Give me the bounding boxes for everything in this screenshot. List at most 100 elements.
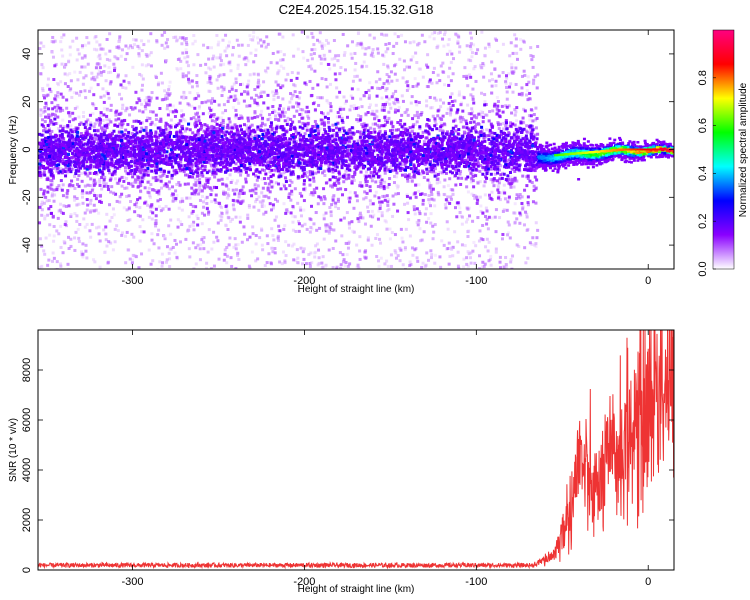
spectrogram-point (387, 116, 391, 120)
spectrogram-point (64, 204, 68, 208)
spectrogram-point (469, 261, 473, 265)
spectrogram-point (78, 122, 82, 126)
spectrogram-point (231, 132, 235, 136)
spectrogram-point (494, 230, 498, 234)
spectrogram-point (477, 131, 481, 135)
spectrogram-point (387, 207, 391, 211)
spectrogram-point (378, 180, 382, 184)
spectrogram-point (351, 79, 355, 83)
spectrogram-point (525, 212, 529, 216)
spectrogram-point (56, 216, 60, 220)
spectrogram-point (348, 128, 352, 132)
spectrogram-point (283, 261, 287, 265)
spectrogram-point (104, 238, 108, 242)
spectrogram-point (354, 106, 358, 110)
spectrogram-point (454, 161, 458, 165)
spectrogram-point (202, 43, 206, 47)
spectrogram-point (253, 184, 257, 188)
spectrogram-point (496, 121, 500, 125)
spectrogram-point (436, 44, 440, 48)
spectrogram-point (243, 151, 247, 155)
spectrogram-point (375, 255, 379, 259)
spectrogram-point (290, 180, 294, 184)
spectrogram-point (141, 166, 145, 170)
spectrogram-point (392, 44, 396, 48)
spectrogram-point (281, 35, 285, 39)
spectrogram-point (425, 170, 429, 174)
spectrogram-point (271, 206, 275, 210)
spectrogram-point (496, 49, 500, 53)
spectrogram-point (188, 91, 192, 95)
spectrogram-point (96, 129, 100, 133)
spectrogram-point (168, 247, 172, 251)
spectrogram-point (324, 263, 328, 267)
spectrogram-point (242, 57, 246, 61)
spectrogram-point (253, 110, 257, 114)
spectrogram-point (40, 264, 44, 268)
spectrogram-point (483, 100, 487, 104)
spectrogram-point (53, 64, 57, 68)
spectrogram-point (222, 73, 226, 77)
spectrogram-point (230, 264, 234, 268)
spectrogram-point (52, 239, 56, 243)
spectrogram-point (429, 204, 433, 208)
spectrogram-point (342, 53, 346, 57)
spectrogram-point (429, 221, 433, 225)
spectrogram-point (108, 49, 112, 53)
spectrogram-point (492, 104, 496, 108)
spectrogram-point (119, 156, 123, 160)
spectrogram-point (393, 72, 397, 76)
spectrogram-point (132, 119, 136, 123)
spectrogram-point (82, 217, 86, 221)
spectrogram-point (102, 184, 106, 188)
spectrogram-point (469, 93, 473, 97)
spectrogram-point (489, 263, 493, 267)
spectrogram-point (397, 138, 401, 142)
spectrogram-point (436, 73, 440, 77)
spectrogram-point (225, 254, 229, 258)
spectrogram-point (336, 187, 340, 191)
spectrogram-point (222, 86, 226, 90)
spectrogram-point (473, 124, 477, 128)
spectrogram-point (187, 71, 191, 75)
spectrogram-point (82, 115, 86, 119)
spectrogram-point (158, 174, 162, 178)
spectrogram-point (71, 118, 75, 122)
spectrogram-point (49, 205, 53, 209)
spectrogram-point (167, 144, 171, 148)
spectrogram-point (505, 90, 509, 94)
spectrogram-point (227, 243, 231, 247)
spectrogram-point (276, 83, 280, 87)
spectrogram-point (475, 201, 479, 205)
spectrogram-point (149, 204, 153, 208)
spectrogram-point (373, 194, 377, 198)
spectrogram-point (283, 176, 287, 180)
spectrogram-point (178, 169, 182, 173)
spectrogram-point (134, 90, 138, 94)
spectrogram-point (207, 111, 211, 115)
spectrogram-point (523, 109, 527, 113)
spectrogram-point (483, 180, 487, 184)
spectrogram-point (148, 195, 152, 199)
spectrogram-point (439, 265, 443, 269)
spectrogram-point (156, 83, 160, 87)
spectrogram-point (367, 131, 371, 135)
spectrogram-point (75, 196, 79, 200)
spectrogram-point (276, 234, 280, 238)
spectrogram-point (485, 128, 489, 132)
spectrogram-point (377, 259, 381, 263)
spectrogram-point (144, 64, 148, 68)
spectrogram-point (393, 110, 397, 114)
spectrogram-point (38, 47, 42, 51)
spectrogram-point (97, 232, 101, 236)
spectrogram-point (181, 51, 185, 55)
spectrogram-point (146, 180, 150, 184)
spectrogram-point (492, 157, 496, 161)
spectrogram-point (488, 79, 492, 83)
spectrogram-point (215, 78, 219, 82)
spectrogram-point (396, 35, 400, 39)
spectrogram-point (285, 130, 289, 134)
spectrogram-point (38, 205, 42, 209)
spectrogram-point (254, 187, 258, 191)
spectrogram-point (382, 33, 386, 37)
